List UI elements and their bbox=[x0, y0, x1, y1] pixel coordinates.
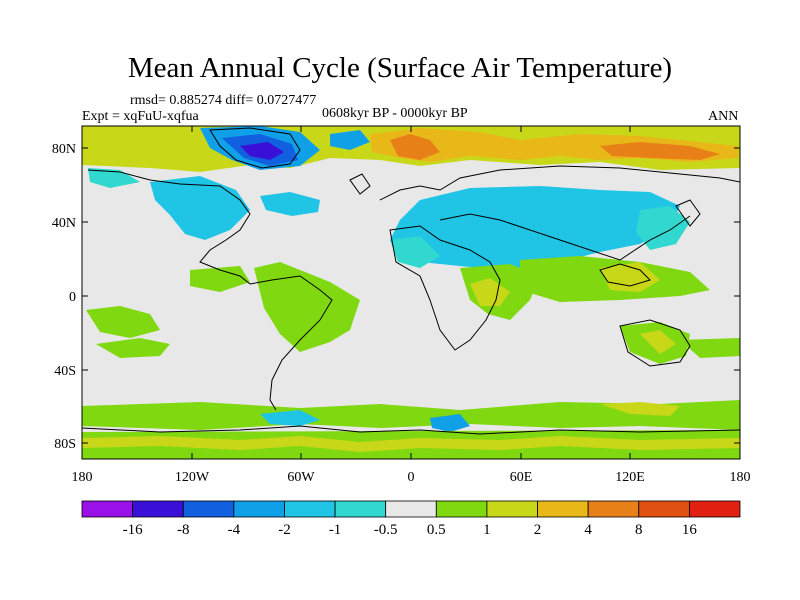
antarctic-warm-patch bbox=[600, 402, 680, 416]
colorbar-label: 4 bbox=[584, 522, 592, 538]
latitude-labels: 80N 40N 0 40S 80S bbox=[52, 142, 76, 452]
lat-label: 0 bbox=[69, 290, 76, 305]
colorbar-label: 1 bbox=[483, 522, 491, 538]
eurasia-north-coast bbox=[379, 165, 740, 201]
lon-label: 120W bbox=[175, 470, 210, 485]
colorbar-label: -4 bbox=[228, 522, 241, 538]
north-america-cooling bbox=[150, 176, 250, 240]
colorbar-swatch bbox=[334, 500, 387, 518]
weddell-cooling bbox=[260, 410, 320, 426]
lat-label: 80N bbox=[52, 142, 76, 157]
eurasia-africa-cooling bbox=[390, 186, 680, 270]
svalbard-cooling bbox=[330, 130, 370, 150]
lon-label: 60E bbox=[510, 470, 533, 485]
colorbar-swatch bbox=[587, 500, 640, 518]
central-africa-warming bbox=[470, 278, 510, 306]
colorbar-label: -0.5 bbox=[374, 522, 398, 538]
lon-label: 0 bbox=[408, 470, 415, 485]
antarctica-coast bbox=[82, 425, 740, 435]
australia-coast bbox=[619, 319, 691, 367]
alaska-cooling bbox=[88, 168, 140, 188]
lat-label: 80S bbox=[54, 437, 76, 452]
south-pacific-band bbox=[96, 338, 170, 358]
southern-ocean-warming bbox=[82, 400, 740, 430]
season-label: ANN bbox=[708, 109, 739, 124]
lon-label: 180 bbox=[72, 470, 93, 485]
axis-ticks bbox=[82, 126, 740, 459]
south-america-warming bbox=[254, 262, 360, 352]
colorbar-label: 0.5 bbox=[427, 522, 446, 538]
colorbar-swatch bbox=[638, 500, 690, 518]
lon-label: 120E bbox=[615, 470, 645, 485]
colorbar-label: -16 bbox=[123, 522, 143, 538]
sahara-cooling bbox=[390, 236, 440, 268]
lon-label: 60W bbox=[287, 470, 315, 485]
colorbar-swatch bbox=[284, 500, 336, 518]
colorbar-swatch bbox=[81, 500, 134, 518]
map-field bbox=[82, 126, 740, 459]
longitude-labels: 180 120W 60W 0 60E 120E 180 bbox=[72, 470, 751, 485]
eurasia-south-coast bbox=[439, 213, 691, 261]
uk-coast bbox=[349, 173, 371, 195]
colorbar-swatch bbox=[537, 500, 589, 518]
colorbar-label: -1 bbox=[329, 522, 342, 538]
colorbar-label: 16 bbox=[682, 522, 698, 538]
lat-label: 40S bbox=[54, 364, 76, 379]
colorbar-label: 8 bbox=[635, 522, 643, 538]
plot-title: Mean Annual Cycle (Surface Air Temperatu… bbox=[127, 52, 673, 84]
colorbar-swatch bbox=[385, 500, 437, 518]
colorbar-label: -8 bbox=[177, 522, 190, 538]
experiment-label: Expt = xqFuU-xqfua bbox=[82, 109, 199, 124]
greenland-extreme-cooling bbox=[240, 142, 284, 160]
colorbar-swatch bbox=[182, 500, 235, 518]
japan-coast bbox=[675, 199, 701, 227]
greenland-coast bbox=[209, 127, 301, 169]
antarctic-strong-band bbox=[82, 436, 740, 452]
east-pacific-warming bbox=[190, 266, 250, 292]
colorbar-swatch bbox=[435, 500, 488, 518]
colorbar-swatch bbox=[132, 500, 184, 518]
colorbar-swatch bbox=[486, 500, 538, 518]
colorbar: -16 -8 -4 -2 -1 -0.5 0.5 1 2 4 8 16 bbox=[81, 500, 741, 538]
africa-coast bbox=[389, 225, 501, 351]
colorbar-swatch bbox=[233, 500, 285, 518]
north-atlantic-cooling bbox=[260, 192, 320, 216]
tasman-warming bbox=[680, 338, 740, 358]
south-america-coast bbox=[249, 275, 333, 411]
antarctic-cooling-patch bbox=[430, 414, 470, 432]
colorbar-label: 2 bbox=[534, 522, 542, 538]
colorbar-swatch bbox=[688, 500, 741, 518]
south-pacific-warming bbox=[86, 306, 160, 338]
siberian-arctic-strong-warm bbox=[600, 142, 720, 160]
lat-label: 40N bbox=[52, 216, 76, 231]
australia-strong-warming bbox=[640, 330, 676, 354]
indonesia-coast bbox=[599, 263, 651, 287]
stats-text: rmsd= 0.885274 diff= 0.0727477 bbox=[130, 93, 317, 108]
east-asia-cooling bbox=[636, 206, 690, 250]
period-label: 0608kyr BP - 0000kyr BP bbox=[322, 106, 468, 121]
coastlines bbox=[82, 127, 740, 435]
lon-label: 180 bbox=[730, 470, 751, 485]
north-america-coast bbox=[87, 169, 251, 285]
indonesia-warming bbox=[600, 262, 660, 292]
barents-strong-warm bbox=[390, 134, 440, 160]
colorbar-label: -2 bbox=[278, 522, 291, 538]
